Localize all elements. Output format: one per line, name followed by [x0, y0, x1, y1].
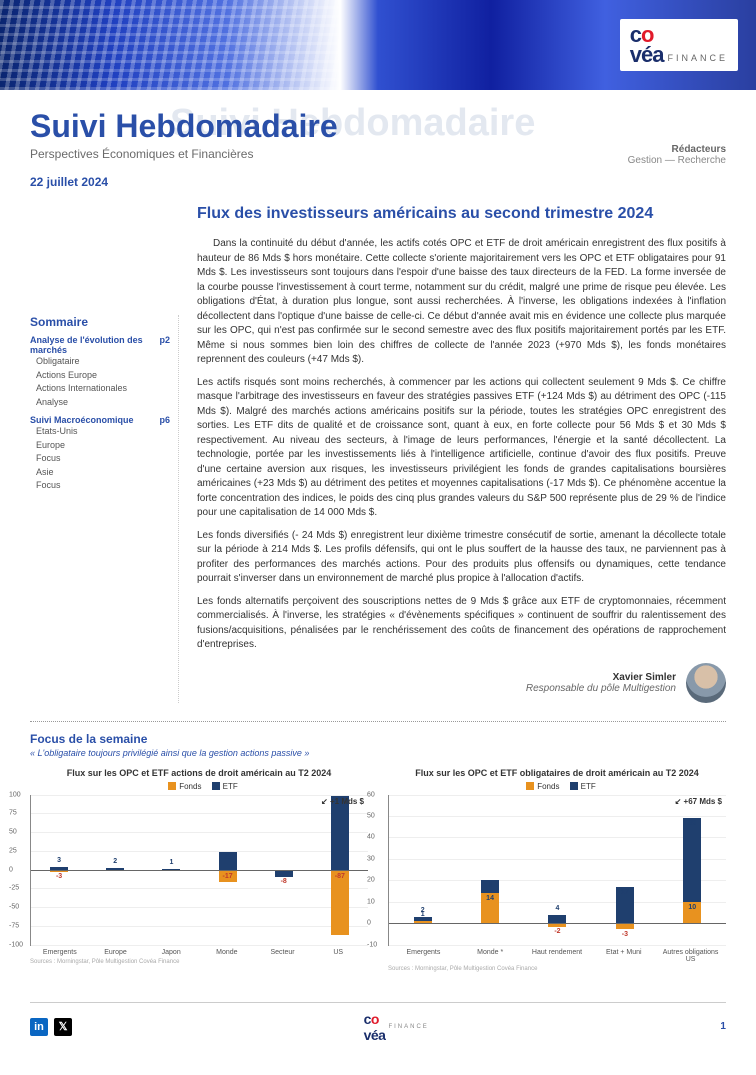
article-paragraph: Les actifs risqués sont moins recherchés… — [197, 376, 726, 521]
bar-group: -317 — [610, 795, 640, 945]
toc-heading: Sommaire — [30, 315, 170, 329]
toc-section[interactable]: Analyse de l'évolution des marchésp2 — [30, 335, 170, 355]
x-axis-label: US — [310, 949, 366, 956]
toc-item[interactable]: Europe — [36, 439, 170, 453]
toc-item[interactable]: Focus — [36, 479, 170, 493]
document-title: Suivi Hebdomadaire — [30, 108, 726, 145]
author-block: Xavier Simler Responsable du pôle Multig… — [197, 663, 726, 703]
page-footer: in 𝕏 covéa FINANCE 1 — [30, 1002, 726, 1055]
x-twitter-icon[interactable]: 𝕏 — [54, 1018, 72, 1036]
document-date: 22 juillet 2024 — [30, 175, 726, 189]
legend-fonds: Fonds — [537, 782, 559, 791]
authors-label: Rédacteurs — [628, 144, 726, 155]
x-axis-label: Emergents — [390, 949, 457, 963]
chart1-source: Sources : Morningstar, Pôle Multigestion… — [30, 959, 368, 965]
legend-fonds: Fonds — [179, 782, 201, 791]
table-of-contents: Sommaire Analyse de l'évolution des marc… — [30, 315, 179, 703]
author-role: Responsable du pôle Multigestion — [526, 683, 676, 694]
article-paragraph: Dans la continuité du début d'année, les… — [197, 237, 726, 368]
linkedin-icon[interactable]: in — [30, 1018, 48, 1036]
toc-item[interactable]: Analyse — [36, 396, 170, 410]
bar-group: -24 — [542, 795, 572, 945]
bar-segment — [414, 917, 432, 921]
toc-section[interactable]: Suivi Macroéconomiquep6 — [30, 415, 170, 425]
legend-etf: ETF — [223, 782, 238, 791]
legend-etf: ETF — [581, 782, 596, 791]
article-body: Flux des investisseurs américains au sec… — [197, 205, 726, 703]
focus-title: Focus de la semaine — [30, 732, 726, 746]
footer-brand-logo: covéa FINANCE — [364, 1011, 429, 1043]
brand-logo: covéa FINANCE — [620, 19, 738, 71]
toc-item[interactable]: Actions Europe — [36, 369, 170, 383]
chart-bond-flows: Flux sur les OPC et ETF obligataires de … — [388, 768, 726, 972]
x-axis-label: Emergents — [32, 949, 88, 956]
toc-item[interactable]: Actions Internationales — [36, 382, 170, 396]
focus-tagline: « L'obligataire toujours privilégié ains… — [30, 748, 726, 758]
chart2-title: Flux sur les OPC et ETF obligataires de … — [388, 768, 726, 778]
chart2-legend: Fonds ETF — [388, 782, 726, 791]
chart-equity-flows: Flux sur les OPC et ETF actions de droit… — [30, 768, 368, 972]
chart-annotation: ↙ +1 Mds $ — [321, 797, 364, 806]
x-axis-label: Secteur — [255, 949, 311, 956]
social-links: in 𝕏 — [30, 1018, 72, 1036]
bar-group: 12 — [408, 795, 438, 945]
x-axis-label: Etat + Muni — [590, 949, 657, 963]
document-subtitle: Perspectives Économiques et Financières — [30, 147, 726, 161]
article-paragraph: Les fonds diversifiés (- 24 Mds $) enreg… — [197, 529, 726, 587]
page-number: 1 — [720, 1021, 726, 1032]
document-header: Suivi Hebdomadaire Suivi Hebdomadaire Pe… — [0, 90, 756, 195]
author-avatar — [686, 663, 726, 703]
chart-annotation: ↙ +67 Mds $ — [675, 797, 722, 806]
bar-group: 1039 — [677, 795, 707, 945]
bar-segment — [548, 915, 566, 924]
toc-item[interactable]: Etats-Unis — [36, 425, 170, 439]
authors-line: Gestion — Recherche — [628, 155, 726, 166]
bar-segment — [683, 818, 701, 902]
toc-item[interactable]: Asie — [36, 466, 170, 480]
x-axis-label: Europe — [88, 949, 144, 956]
chart1-title: Flux sur les OPC et ETF actions de droit… — [30, 768, 368, 778]
focus-section: Focus de la semaine « L'obligataire touj… — [0, 732, 756, 992]
author-name: Xavier Simler — [526, 672, 676, 683]
top-banner: covéa FINANCE — [0, 0, 756, 90]
x-axis-label: Japon — [143, 949, 199, 956]
chart2-source: Sources : Morningstar, Pôle Multigestion… — [388, 966, 726, 972]
article-title: Flux des investisseurs américains au sec… — [197, 205, 726, 223]
x-axis-label: Autres obligations US — [657, 949, 724, 963]
brand-wordmark: covéa — [630, 25, 664, 65]
authors-box: Rédacteurs Gestion — Recherche — [628, 144, 726, 166]
bar-segment — [331, 796, 349, 870]
chart1-legend: Fonds ETF — [30, 782, 368, 791]
toc-item[interactable]: Focus — [36, 452, 170, 466]
x-axis-label: Monde — [199, 949, 255, 956]
bar-segment — [275, 871, 293, 877]
article-paragraph: Les fonds alternatifs perçoivent des sou… — [197, 595, 726, 653]
x-axis-label: Monde * — [457, 949, 524, 963]
brand-suffix: FINANCE — [667, 53, 728, 63]
bar-group: 146 — [475, 795, 505, 945]
section-divider — [30, 721, 726, 722]
x-axis-label: Haut rendement — [524, 949, 591, 963]
toc-item[interactable]: Obligataire — [36, 355, 170, 369]
